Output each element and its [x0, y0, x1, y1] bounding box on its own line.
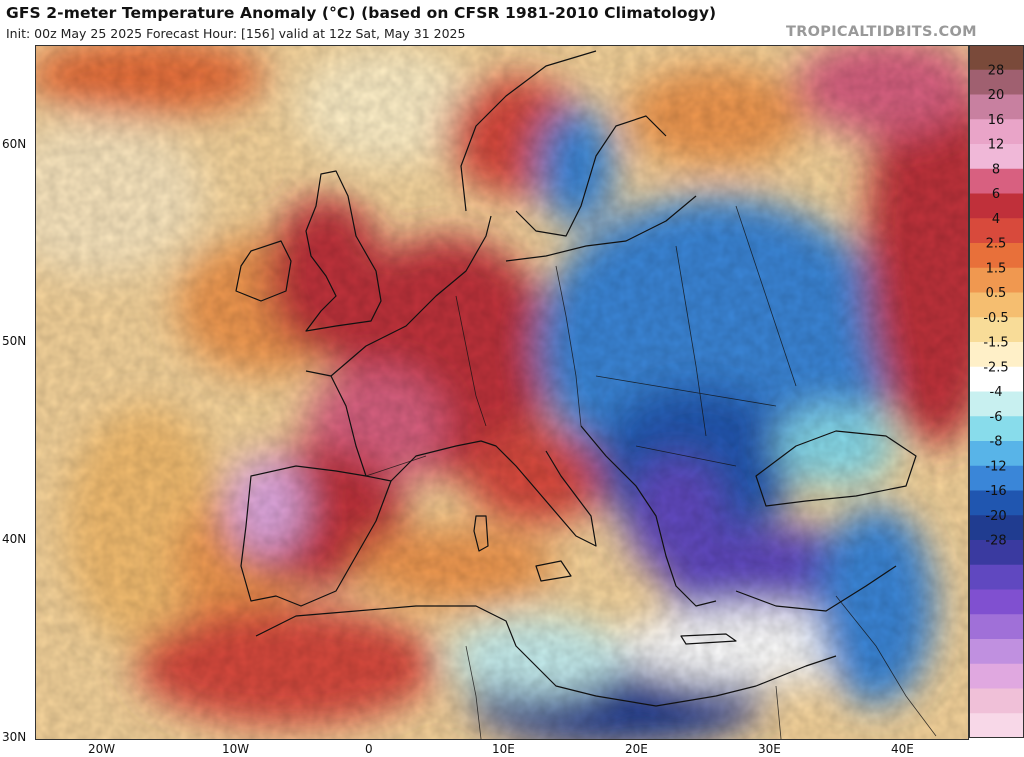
colorbar-swatch	[969, 713, 1024, 739]
great-britain-coast	[305, 170, 382, 332]
colorbar-swatch	[969, 94, 1024, 120]
poland-ukraine-border	[675, 245, 707, 437]
lon-label-30e: 30E	[758, 742, 781, 756]
colorbar-swatch	[969, 589, 1024, 615]
france-germany-border	[455, 295, 487, 427]
lon-label-40e: 40E	[891, 742, 914, 756]
colorbar-swatch	[969, 416, 1024, 442]
colorbar-label: 0.5	[986, 286, 1007, 301]
lon-label-10e: 10E	[492, 742, 515, 756]
colorbar-label: 6	[992, 187, 1000, 202]
lon-label-0: 0	[365, 742, 373, 756]
colorbar-label: -12	[985, 459, 1006, 474]
colorbar-label: -8	[990, 435, 1003, 450]
colorbar-label: 28	[988, 63, 1005, 78]
colorbar-label: -1.5	[983, 336, 1008, 351]
colorbar-swatch	[969, 168, 1024, 195]
middle-east-border	[835, 595, 937, 737]
colorbar-swatch	[969, 218, 1024, 244]
colorbar: 28 20 16 12 8 6 4 2.5 1.5 0.5 -0.5 -1.5 -2.5 -4 -6 -8 -1…	[969, 45, 1024, 739]
lat-label-50n: 50N	[2, 334, 27, 348]
colorbar-label: -4	[990, 385, 1003, 400]
colorbar-swatch	[969, 267, 1024, 294]
adriatic-greece-coast	[580, 425, 717, 607]
colorbar-swatch	[969, 119, 1024, 145]
colorbar-label: -2.5	[983, 360, 1008, 375]
colorbar-svg: 28 20 16 12 8 6 4 2.5 1.5 0.5 -0.5 -1.5 -2.5 -4 -6 -8 -1…	[969, 45, 1024, 739]
colorbar-swatch	[969, 663, 1024, 690]
colorbar-label: 8	[992, 162, 1000, 177]
ireland-coast	[235, 240, 292, 302]
colorbar-swatch	[969, 515, 1024, 541]
algeria-libya-border	[465, 645, 482, 739]
belarus-russia-border	[735, 205, 797, 387]
colorbar-label: 1.5	[986, 261, 1007, 276]
colorbar-swatch	[969, 391, 1024, 417]
italy-coast	[390, 440, 597, 547]
norway-coast	[460, 50, 597, 212]
lon-label-20e: 20E	[625, 742, 648, 756]
colorbar-swatch	[969, 540, 1024, 566]
colorbar-label: 4	[992, 212, 1000, 227]
colorbar-label: 20	[988, 88, 1005, 103]
colorbar-swatch	[969, 465, 1024, 492]
colorbar-swatch	[969, 441, 1024, 467]
colorbar-label: -28	[985, 534, 1006, 549]
colorbar-swatch	[969, 614, 1024, 640]
lon-label-10w: 10W	[222, 742, 250, 756]
central-europe-border	[595, 375, 777, 407]
france-spain-border	[365, 455, 427, 477]
north-africa-coast	[255, 605, 837, 707]
iberia-coast	[240, 465, 392, 607]
coastlines	[235, 50, 917, 707]
colorbar-swatch	[969, 688, 1024, 714]
colorbar-swatch	[969, 69, 1024, 96]
colorbar-label: 2.5	[986, 237, 1007, 252]
colorbar-swatch	[969, 342, 1024, 368]
turkey-south-coast	[735, 565, 897, 612]
borders	[365, 205, 937, 739]
france-atlantic-coast	[305, 370, 367, 477]
corsica-sardinia-coast	[473, 515, 489, 552]
colorbar-swatch	[969, 144, 1024, 170]
site-credit: TROPICALTIDBITS.COM	[786, 24, 977, 40]
colorbar-swatch	[969, 292, 1024, 318]
forecast-info: Init: 00z May 25 2025 Forecast Hour: [15…	[6, 26, 466, 41]
lat-label-30n: 30N	[2, 730, 27, 744]
colorbar-swatch	[969, 639, 1024, 665]
germany-poland-border	[555, 265, 582, 427]
colorbar-swatch	[969, 366, 1024, 393]
texture-overlay	[36, 46, 968, 739]
colorbar-swatch	[969, 243, 1024, 269]
crete-coast	[680, 633, 737, 645]
black-sea-coast	[755, 430, 917, 507]
lat-label-60n: 60N	[2, 137, 27, 151]
colorbar-swatch	[969, 564, 1024, 591]
anomaly-map	[35, 45, 969, 740]
colorbar-label: -20	[985, 509, 1006, 524]
lat-label-40n: 40N	[2, 532, 27, 546]
baltic-south-coast	[505, 195, 697, 262]
colorbar-label: -6	[990, 410, 1003, 425]
chart-title: GFS 2-meter Temperature Anomaly (°C) (ba…	[6, 4, 717, 22]
balkans-border	[635, 445, 737, 467]
colorbar-swatch	[969, 490, 1024, 516]
colorbar-label: -16	[985, 484, 1006, 499]
channel-north-sea-coast	[330, 215, 492, 377]
colorbar-label: 16	[988, 113, 1005, 128]
libya-egypt-border	[775, 685, 782, 739]
colorbar-label: -0.5	[983, 311, 1008, 326]
lon-label-20w: 20W	[88, 742, 116, 756]
sicily-coast	[535, 560, 572, 582]
colorbar-swatch	[969, 45, 1024, 71]
colorbar-swatch	[969, 317, 1024, 343]
anomaly-map-svg	[36, 46, 968, 739]
sweden-coast	[515, 115, 667, 237]
colorbar-swatch	[969, 193, 1024, 219]
colorbar-label: 12	[988, 138, 1005, 153]
